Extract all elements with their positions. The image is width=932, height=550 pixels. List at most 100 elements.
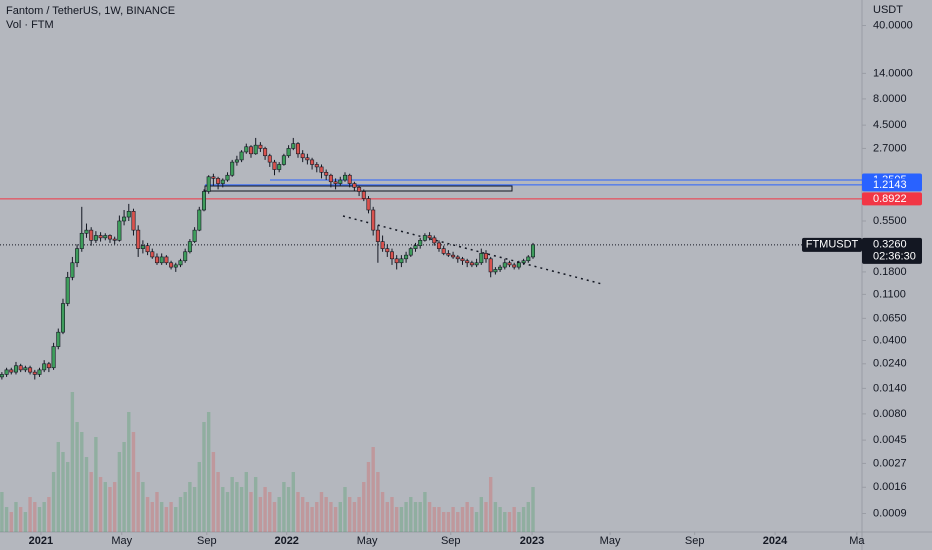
x-tick-label: May	[600, 535, 621, 547]
candle-body	[211, 176, 216, 179]
volume-bar	[300, 497, 305, 532]
volume-bar	[479, 497, 483, 532]
candle-body	[498, 266, 503, 270]
candle-body	[220, 179, 225, 184]
volume-bar	[178, 497, 183, 532]
candle-body	[295, 143, 300, 155]
candle-body	[347, 174, 352, 184]
volume-bar	[272, 502, 277, 532]
candle-body	[385, 248, 390, 253]
candle-body	[258, 144, 263, 149]
volume-bar	[305, 502, 310, 532]
candle-body	[37, 369, 42, 375]
volume-bar	[418, 502, 422, 532]
x-tick-label: Sep	[441, 535, 461, 547]
volume-bar	[291, 472, 295, 532]
volume-bar	[437, 507, 441, 532]
volume-bar	[399, 507, 404, 532]
candle-body	[375, 229, 380, 242]
y-tick-label: 0.1800	[873, 266, 907, 278]
y-tick-label: 4.5000	[873, 119, 907, 131]
symbol-badge	[802, 237, 862, 252]
volume-bar	[333, 507, 338, 532]
candle-body	[314, 164, 319, 168]
candle-body	[18, 365, 23, 371]
candle-body	[516, 262, 521, 268]
candle-body	[328, 174, 333, 183]
candle-body	[197, 209, 202, 231]
volume-bar	[145, 497, 150, 532]
candle-body	[521, 260, 526, 264]
y-tick-label: 0.0016	[873, 481, 907, 493]
x-tick-label: Sep	[197, 535, 217, 547]
candle-body	[93, 235, 98, 241]
volume-bar	[394, 507, 399, 532]
candle-body	[277, 164, 282, 170]
candle-body	[42, 363, 47, 371]
candle-body	[526, 256, 531, 262]
volume-bar	[427, 502, 432, 532]
volume-bar	[498, 507, 502, 532]
candle-body	[206, 176, 211, 192]
volume-bar	[474, 512, 479, 532]
volume-bar	[206, 412, 211, 532]
candle-body	[408, 248, 413, 256]
volume-bar	[517, 512, 521, 532]
candle-body	[371, 209, 376, 231]
candle-body	[46, 363, 51, 369]
chart-title: Fantom / TetherUS, 1W, BINANCE	[6, 5, 175, 17]
volume-bar	[61, 452, 65, 532]
countdown: 02:36:30	[873, 251, 916, 263]
volume-bar	[131, 432, 136, 532]
candle-body	[338, 179, 343, 184]
candle-body	[441, 248, 446, 254]
candle-body	[465, 260, 470, 264]
candle-body	[436, 242, 441, 249]
candle-body	[201, 191, 206, 211]
candle-body	[0, 374, 4, 378]
volume-bar	[197, 462, 201, 532]
candle-body	[493, 269, 498, 273]
volume-bar	[409, 497, 413, 532]
y-tick-label: 0.0650	[873, 312, 907, 324]
y-tick-label: 0.0080	[873, 408, 907, 420]
volume-bar	[512, 507, 516, 532]
candle-body	[9, 369, 14, 373]
candle-body	[112, 238, 117, 241]
volume-label: Vol · FTM	[6, 19, 54, 31]
candle-body	[366, 198, 371, 211]
candle-body	[169, 262, 174, 268]
volume-bar	[164, 507, 169, 532]
candle-body	[230, 161, 235, 176]
candle-body	[225, 174, 230, 181]
candle-body	[319, 166, 324, 173]
volume-bar	[225, 492, 230, 532]
candle-body	[60, 303, 65, 333]
y-tick-label: 0.1100	[873, 288, 906, 300]
candle-body	[164, 256, 169, 264]
volume-bar	[56, 442, 60, 532]
candle-body	[89, 229, 94, 241]
y-tick-label: 8.0000	[873, 93, 907, 105]
candle-body	[13, 365, 18, 373]
volume-bar	[286, 487, 291, 532]
y-axis-label: USDT	[873, 4, 903, 16]
volume-bar	[319, 492, 324, 532]
price-axis	[862, 0, 932, 550]
volume-bar	[155, 492, 159, 532]
candle-body	[216, 178, 221, 184]
candle-body	[150, 251, 155, 258]
candles-layer	[0, 137, 535, 380]
volume-bar	[324, 497, 328, 532]
candle-body	[352, 183, 357, 188]
volume-bar	[456, 512, 460, 532]
candle-body	[460, 258, 465, 262]
volume-bar	[159, 502, 164, 532]
volume-bar	[192, 487, 197, 532]
volume-bar	[65, 462, 70, 532]
volume-bar	[432, 507, 436, 532]
volume-bar	[122, 442, 126, 532]
candle-body	[418, 240, 423, 246]
candle-body	[483, 253, 488, 260]
volume-bar	[174, 507, 178, 532]
